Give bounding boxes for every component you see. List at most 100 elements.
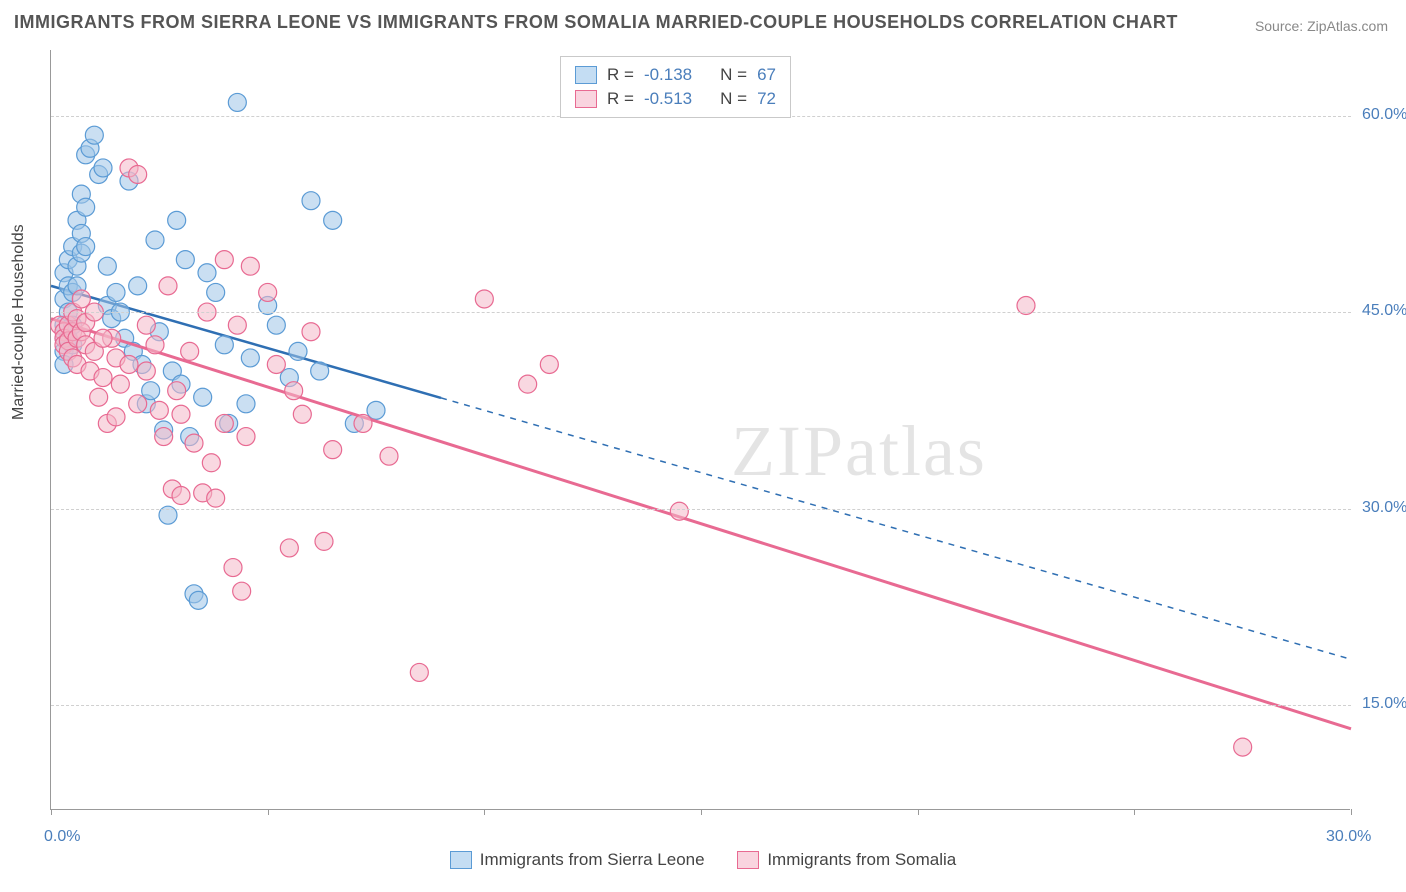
legend-item-sierra: Immigrants from Sierra Leone — [450, 850, 705, 870]
data-point-somalia — [202, 454, 220, 472]
n-label: N = — [720, 65, 747, 85]
swatch-sierra-icon — [450, 851, 472, 869]
data-point-sierra_leone — [302, 192, 320, 210]
data-point-somalia — [120, 355, 138, 373]
data-point-sierra_leone — [228, 93, 246, 111]
data-point-somalia — [215, 251, 233, 269]
data-point-somalia — [259, 283, 277, 301]
swatch-sierra — [575, 66, 597, 84]
n-value-somalia: 72 — [757, 89, 776, 109]
data-point-somalia — [137, 362, 155, 380]
data-point-somalia — [207, 489, 225, 507]
data-point-somalia — [475, 290, 493, 308]
r-label: R = — [607, 89, 634, 109]
data-point-somalia — [90, 388, 108, 406]
data-point-somalia — [129, 395, 147, 413]
data-point-somalia — [129, 165, 147, 183]
x-tick — [484, 809, 485, 815]
x-tick — [1351, 809, 1352, 815]
data-point-sierra_leone — [237, 395, 255, 413]
chart-svg — [51, 50, 1351, 810]
chart-title: IMMIGRANTS FROM SIERRA LEONE VS IMMIGRAN… — [14, 12, 1178, 33]
data-point-sierra_leone — [215, 336, 233, 354]
data-point-somalia — [540, 355, 558, 373]
y-tick-label: 45.0% — [1362, 302, 1406, 320]
y-tick-label: 30.0% — [1362, 499, 1406, 517]
x-tick — [918, 809, 919, 815]
data-point-sierra_leone — [189, 591, 207, 609]
series-legend: Immigrants from Sierra Leone Immigrants … — [0, 850, 1406, 874]
data-point-somalia — [228, 316, 246, 334]
data-point-somalia — [380, 447, 398, 465]
data-point-somalia — [94, 369, 112, 387]
data-point-somalia — [519, 375, 537, 393]
x-tick — [701, 809, 702, 815]
data-point-sierra_leone — [176, 251, 194, 269]
r-value-somalia: -0.513 — [644, 89, 692, 109]
data-point-sierra_leone — [98, 257, 116, 275]
swatch-somalia-icon — [737, 851, 759, 869]
data-point-sierra_leone — [311, 362, 329, 380]
data-point-somalia — [237, 428, 255, 446]
x-tick — [268, 809, 269, 815]
data-point-sierra_leone — [168, 211, 186, 229]
data-point-somalia — [410, 663, 428, 681]
trend-line-somalia — [51, 319, 1351, 729]
data-point-somalia — [155, 428, 173, 446]
source-label: Source: ZipAtlas.com — [1255, 18, 1388, 34]
x-tick-label: 30.0% — [1326, 828, 1371, 846]
r-label: R = — [607, 65, 634, 85]
gridline — [51, 312, 1351, 313]
data-point-somalia — [137, 316, 155, 334]
data-point-sierra_leone — [267, 316, 285, 334]
data-point-sierra_leone — [207, 283, 225, 301]
stats-row-sierra: R = -0.138 N = 67 — [575, 63, 776, 87]
x-tick — [1134, 809, 1135, 815]
r-value-sierra: -0.138 — [644, 65, 692, 85]
y-tick-label: 15.0% — [1362, 695, 1406, 713]
x-tick-label: 0.0% — [44, 828, 80, 846]
data-point-somalia — [354, 414, 372, 432]
data-point-sierra_leone — [77, 238, 95, 256]
data-point-sierra_leone — [107, 283, 125, 301]
data-point-sierra_leone — [129, 277, 147, 295]
data-point-somalia — [224, 559, 242, 577]
data-point-somalia — [302, 323, 320, 341]
data-point-sierra_leone — [241, 349, 259, 367]
data-point-sierra_leone — [77, 198, 95, 216]
trend-line-sierra_leone-extrapolated — [441, 398, 1351, 659]
data-point-somalia — [315, 532, 333, 550]
data-point-sierra_leone — [324, 211, 342, 229]
data-point-somalia — [150, 401, 168, 419]
y-tick-label: 60.0% — [1362, 106, 1406, 124]
data-point-somalia — [146, 336, 164, 354]
gridline — [51, 705, 1351, 706]
n-label: N = — [720, 89, 747, 109]
data-point-sierra_leone — [198, 264, 216, 282]
gridline — [51, 509, 1351, 510]
n-value-sierra: 67 — [757, 65, 776, 85]
data-point-somalia — [185, 434, 203, 452]
data-point-somalia — [241, 257, 259, 275]
data-point-somalia — [181, 342, 199, 360]
data-point-somalia — [215, 414, 233, 432]
legend-label-sierra: Immigrants from Sierra Leone — [480, 850, 705, 870]
data-point-somalia — [107, 408, 125, 426]
data-point-somalia — [285, 382, 303, 400]
data-point-somalia — [324, 441, 342, 459]
data-point-sierra_leone — [146, 231, 164, 249]
stats-legend: R = -0.138 N = 67 R = -0.513 N = 72 — [560, 56, 791, 118]
plot-area: ZIPatlas — [50, 50, 1350, 810]
data-point-somalia — [267, 355, 285, 373]
data-point-somalia — [172, 487, 190, 505]
x-tick — [51, 809, 52, 815]
data-point-somalia — [1234, 738, 1252, 756]
legend-label-somalia: Immigrants from Somalia — [767, 850, 956, 870]
y-axis-label: Married-couple Households — [10, 224, 28, 420]
swatch-somalia — [575, 90, 597, 108]
data-point-somalia — [280, 539, 298, 557]
data-point-somalia — [670, 502, 688, 520]
data-point-sierra_leone — [85, 126, 103, 144]
data-point-somalia — [159, 277, 177, 295]
data-point-somalia — [172, 405, 190, 423]
